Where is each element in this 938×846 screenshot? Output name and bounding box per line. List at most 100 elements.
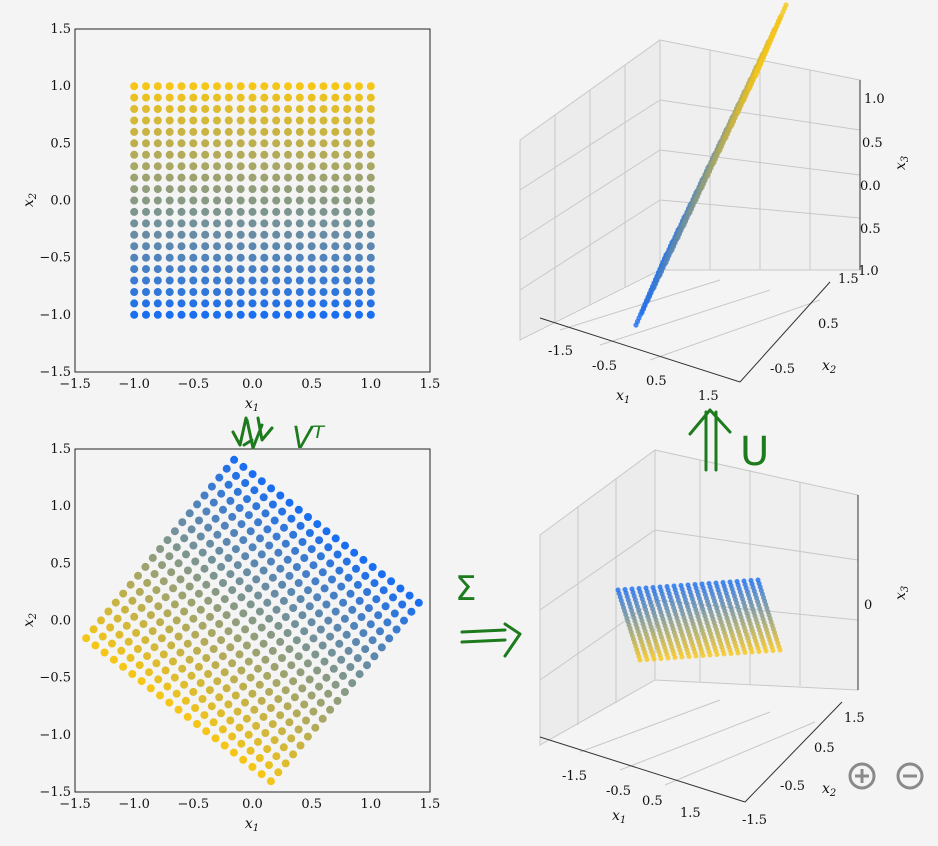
zoom-in-button[interactable] — [848, 762, 876, 790]
data-point — [130, 207, 139, 216]
data-point — [307, 162, 316, 171]
data-point — [331, 139, 340, 148]
data-point — [224, 310, 233, 319]
data-point — [128, 596, 137, 605]
data-point — [201, 93, 210, 102]
data-point — [224, 150, 233, 159]
data-point — [201, 150, 210, 159]
data-point — [278, 727, 286, 736]
data-point — [280, 523, 288, 532]
data-point — [348, 679, 357, 688]
data-point — [177, 162, 186, 171]
data-point — [322, 527, 331, 536]
data-point — [383, 618, 392, 627]
data-point — [153, 230, 162, 239]
data-point — [213, 219, 221, 228]
data-point — [233, 707, 242, 716]
data-point — [260, 207, 269, 216]
bl-xlabel: x1 — [245, 816, 259, 834]
data-point — [284, 219, 292, 228]
data-point — [259, 712, 268, 721]
data-point — [366, 299, 375, 308]
zoom-out-button[interactable] — [896, 762, 924, 790]
data-point — [248, 196, 257, 205]
data-point — [165, 196, 174, 205]
data-point — [274, 548, 283, 557]
data-point — [201, 82, 210, 91]
data-point — [387, 577, 396, 586]
data-point — [331, 265, 340, 274]
data-point — [196, 532, 205, 541]
data-point — [224, 253, 233, 262]
data-point — [295, 288, 304, 296]
data-point — [174, 705, 183, 714]
data-point — [177, 93, 186, 102]
data-point — [224, 105, 233, 113]
data-point — [266, 704, 275, 712]
data-point — [165, 552, 174, 561]
data-point — [248, 162, 257, 171]
data-point — [359, 555, 368, 564]
data-point — [259, 639, 268, 648]
data-point — [279, 743, 288, 752]
data-point — [414, 598, 423, 607]
data-point — [193, 500, 202, 509]
data-point — [289, 750, 298, 759]
data-point — [267, 557, 275, 566]
data-point — [339, 598, 348, 607]
data-point — [377, 570, 386, 579]
data-point — [390, 609, 399, 618]
data-point — [272, 310, 281, 319]
tr-ztick: 1.0 — [858, 264, 879, 279]
data-point — [189, 253, 198, 262]
data-point — [366, 219, 375, 228]
data-point — [222, 684, 231, 693]
data-point — [260, 173, 269, 182]
data-point — [292, 563, 301, 571]
data-point — [658, 656, 664, 661]
data-point — [343, 82, 352, 91]
data-point — [189, 196, 198, 205]
data-point — [248, 150, 257, 159]
data-point — [213, 173, 221, 182]
data-point — [303, 659, 312, 668]
data-point — [331, 82, 340, 91]
data-point — [783, 2, 789, 8]
data-point — [278, 654, 286, 662]
data-point — [189, 230, 198, 239]
data-point — [183, 639, 192, 648]
data-point — [196, 605, 205, 614]
data-point — [355, 93, 363, 102]
data-point — [313, 520, 322, 529]
data-point — [366, 230, 375, 239]
data-point — [267, 484, 276, 493]
data-point — [122, 621, 131, 630]
x-tick-label: 0.5 — [301, 797, 322, 812]
data-point — [248, 185, 257, 194]
data-point — [300, 554, 309, 562]
data-point — [235, 504, 244, 512]
data-point — [331, 253, 340, 262]
data-point — [236, 310, 245, 319]
data-point — [189, 207, 198, 216]
data-point — [285, 498, 294, 507]
data-point — [222, 611, 231, 620]
data-point — [153, 265, 162, 274]
data-point — [248, 253, 257, 262]
data-point — [307, 196, 316, 205]
data-point — [284, 127, 292, 136]
data-point — [335, 639, 344, 648]
data-point — [366, 185, 375, 194]
data-point — [213, 530, 222, 539]
data-point — [201, 173, 210, 182]
y-tick-label: −1.5 — [39, 365, 71, 380]
br-ytick: -1.5 — [742, 813, 767, 828]
data-point — [239, 755, 248, 764]
data-point — [700, 653, 706, 658]
data-point — [148, 553, 157, 562]
data-point — [284, 185, 292, 194]
data-point — [307, 242, 316, 251]
data-point — [721, 651, 727, 657]
data-point — [148, 627, 157, 636]
data-point — [343, 265, 352, 274]
